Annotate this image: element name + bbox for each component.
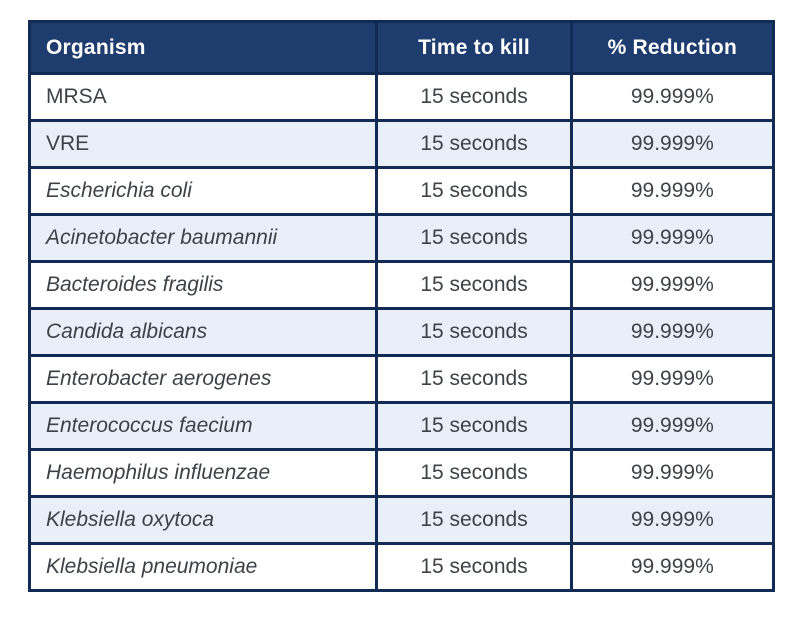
organism-cell: Bacteroides fragilis [27,260,379,310]
column-header-organism: Organism [27,20,379,75]
time-to-kill-cell: 15 seconds [375,213,573,263]
table-header: Organism Time to kill % Reduction [27,20,776,75]
time-to-kill-cell: 15 seconds [375,119,573,169]
efficacy-table: Organism Time to kill % Reduction MRSA 15… [27,20,776,592]
organism-cell: Enterococcus faecium [27,401,379,451]
column-header-time-to-kill: Time to kill [375,20,573,75]
table-row: Haemophilus influenzae 15 seconds 99.999% [27,448,776,498]
percent-reduction-cell: 99.999% [569,401,776,451]
time-to-kill-cell: 15 seconds [375,448,573,498]
percent-reduction-cell: 99.999% [569,542,776,592]
time-to-kill-cell: 15 seconds [375,72,573,122]
percent-reduction-cell: 99.999% [569,213,776,263]
table-row: MRSA 15 seconds 99.999% [27,72,776,122]
percent-reduction-cell: 99.999% [569,119,776,169]
table-row: Klebsiella pneumoniae 15 seconds 99.999% [27,542,776,592]
percent-reduction-cell: 99.999% [569,495,776,545]
time-to-kill-cell: 15 seconds [375,495,573,545]
organism-cell: Escherichia coli [27,166,379,216]
organism-cell: VRE [27,119,379,169]
column-header-percent-reduction: % Reduction [569,20,776,75]
percent-reduction-cell: 99.999% [569,72,776,122]
time-to-kill-cell: 15 seconds [375,354,573,404]
table-row: Escherichia coli 15 seconds 99.999% [27,166,776,216]
table-body: MRSA 15 seconds 99.999% VRE 15 seconds 99.999… [27,72,776,592]
organism-cell: Klebsiella oxytoca [27,495,379,545]
table-row: Bacteroides fragilis 15 seconds 99.999% [27,260,776,310]
organism-cell: Enterobacter aerogenes [27,354,379,404]
time-to-kill-cell: 15 seconds [375,542,573,592]
time-to-kill-cell: 15 seconds [375,260,573,310]
time-to-kill-cell: 15 seconds [375,401,573,451]
header-row: Organism Time to kill % Reduction [27,20,776,75]
organism-cell: MRSA [27,72,379,122]
table-row: Klebsiella oxytoca 15 seconds 99.999% [27,495,776,545]
percent-reduction-cell: 99.999% [569,448,776,498]
organism-cell: Klebsiella pneumoniae [27,542,379,592]
percent-reduction-cell: 99.999% [569,307,776,357]
organism-cell: Candida albicans [27,307,379,357]
table-row: Acinetobacter baumannii 15 seconds 99.999% [27,213,776,263]
table-row: Candida albicans 15 seconds 99.999% [27,307,776,357]
table-row: Enterococcus faecium 15 seconds 99.999% [27,401,776,451]
organism-cell: Acinetobacter baumannii [27,213,379,263]
percent-reduction-cell: 99.999% [569,354,776,404]
percent-reduction-cell: 99.999% [569,260,776,310]
table-row: VRE 15 seconds 99.999% [27,119,776,169]
time-to-kill-cell: 15 seconds [375,307,573,357]
table-row: Enterobacter aerogenes 15 seconds 99.999% [27,354,776,404]
efficacy-table-container: Organism Time to kill % Reduction MRSA 15… [27,20,776,592]
percent-reduction-cell: 99.999% [569,166,776,216]
time-to-kill-cell: 15 seconds [375,166,573,216]
organism-cell: Haemophilus influenzae [27,448,379,498]
